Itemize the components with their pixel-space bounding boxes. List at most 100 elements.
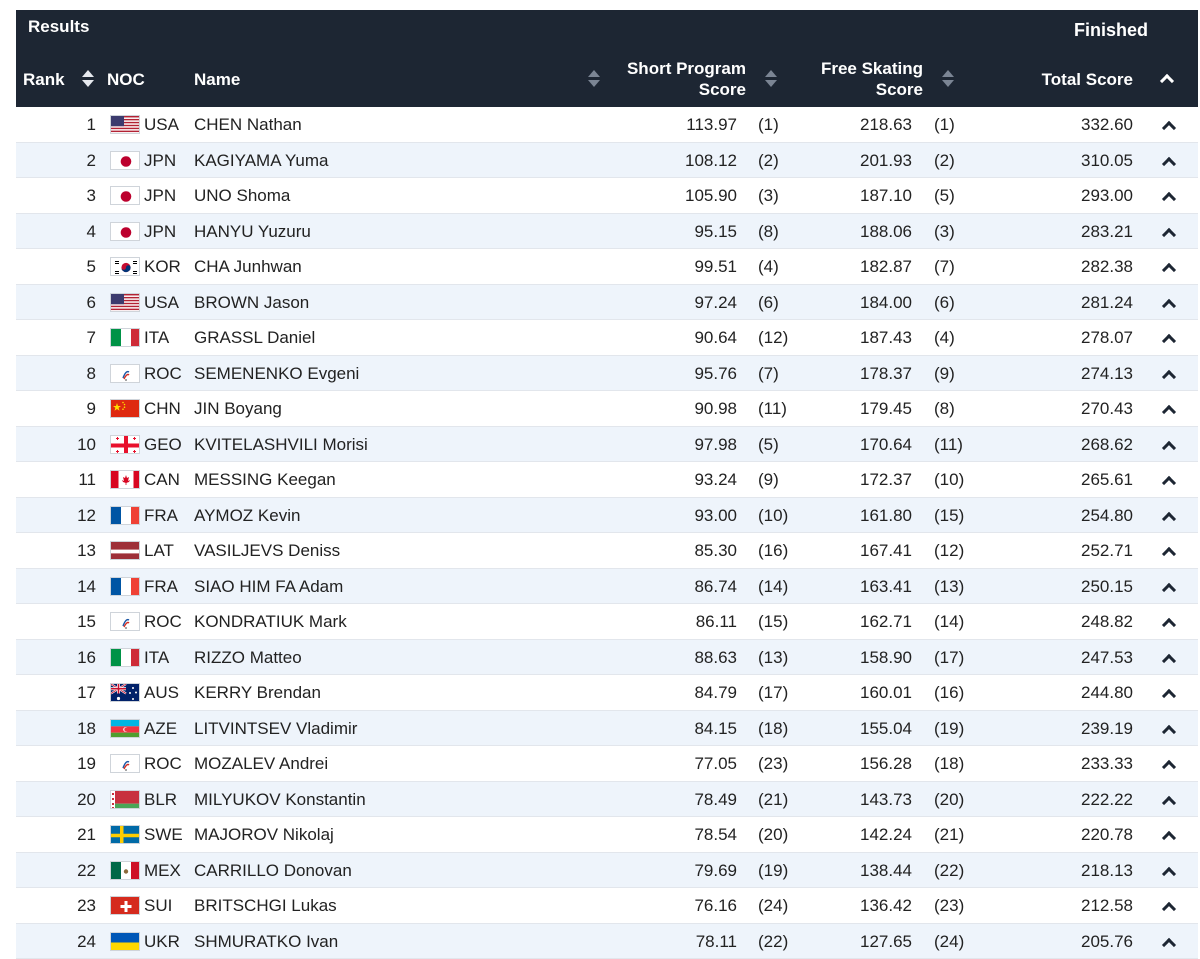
column-header-rank[interactable]: Rank	[23, 69, 65, 90]
athlete-name[interactable]: SHMURATKO Ivan	[194, 932, 338, 951]
expand-chevron-up-icon[interactable]	[1161, 473, 1175, 492]
athlete-name[interactable]: RIZZO Matteo	[194, 648, 302, 667]
rank-cell: 8	[56, 364, 96, 383]
expand-chevron-up-icon[interactable]	[1161, 686, 1175, 705]
column-header-free-skating[interactable]: Free Skating Score	[794, 58, 923, 100]
noc-cell: SUI	[144, 896, 172, 915]
column-header-noc[interactable]: NOC	[107, 69, 145, 90]
expand-chevron-up-icon[interactable]	[1161, 296, 1175, 315]
column-header-name[interactable]: Name	[194, 69, 240, 90]
athlete-name[interactable]: SIAO HIM FA Adam	[194, 577, 343, 596]
rank-cell: 22	[56, 861, 96, 880]
sort-free-skating-icon[interactable]	[941, 68, 955, 95]
rank-cell: 23	[56, 896, 96, 915]
sort-total-chevron-up-icon[interactable]	[1159, 70, 1173, 91]
expand-chevron-up-icon[interactable]	[1161, 509, 1175, 528]
sort-rank-icon[interactable]	[81, 68, 95, 95]
noc-cell: SWE	[144, 825, 183, 844]
athlete-name[interactable]: JIN Boyang	[194, 399, 282, 418]
expand-chevron-up-icon[interactable]	[1161, 118, 1175, 137]
short-program-score: 79.69	[636, 861, 737, 880]
expand-chevron-up-icon[interactable]	[1161, 722, 1175, 741]
athlete-name[interactable]: KONDRATIUK Mark	[194, 612, 347, 631]
expand-chevron-up-icon[interactable]	[1161, 260, 1175, 279]
athlete-name[interactable]: KVITELASHVILI Morisi	[194, 435, 368, 454]
expand-chevron-up-icon[interactable]	[1161, 899, 1175, 918]
expand-chevron-up-icon[interactable]	[1161, 651, 1175, 670]
athlete-name[interactable]: MESSING Keegan	[194, 470, 336, 489]
athlete-name[interactable]: LITVINTSEV Vladimir	[194, 719, 357, 738]
expand-chevron-up-icon[interactable]	[1161, 615, 1175, 634]
athlete-name[interactable]: HANYU Yuzuru	[194, 222, 311, 241]
short-program-score: 113.97	[636, 115, 737, 134]
athlete-name[interactable]: CHEN Nathan	[194, 115, 302, 134]
athlete-name[interactable]: UNO Shoma	[194, 186, 290, 205]
athlete-name[interactable]: MAJOROV Nikolaj	[194, 825, 334, 844]
free-skating-score: 179.45	[806, 399, 912, 418]
free-skating-rank: (19)	[934, 719, 964, 738]
expand-chevron-up-icon[interactable]	[1161, 438, 1175, 457]
athlete-name[interactable]: VASILJEVS Deniss	[194, 541, 340, 560]
expand-chevron-up-icon[interactable]	[1161, 331, 1175, 350]
expand-chevron-up-icon[interactable]	[1161, 793, 1175, 812]
short-program-rank: (12)	[758, 328, 788, 347]
athlete-name[interactable]: GRASSL Daniel	[194, 328, 315, 347]
expand-chevron-up-icon[interactable]	[1161, 864, 1175, 883]
expand-chevron-up-icon[interactable]	[1161, 580, 1175, 599]
free-skating-score: 161.80	[806, 506, 912, 525]
expand-chevron-up-icon[interactable]	[1161, 225, 1175, 244]
total-score: 283.21	[1016, 222, 1133, 241]
athlete-name[interactable]: CHA Junhwan	[194, 257, 302, 276]
expand-chevron-up-icon[interactable]	[1161, 757, 1175, 776]
expand-chevron-up-icon[interactable]	[1161, 935, 1175, 954]
column-header-short-program[interactable]: Short Program Score	[596, 58, 746, 100]
free-skating-rank: (21)	[934, 825, 964, 844]
expand-chevron-up-icon[interactable]	[1161, 828, 1175, 847]
short-program-rank: (2)	[758, 151, 779, 170]
athlete-name[interactable]: MILYUKOV Konstantin	[194, 790, 366, 809]
athlete-name[interactable]: BROWN Jason	[194, 293, 309, 312]
expand-chevron-up-icon[interactable]	[1161, 402, 1175, 421]
athlete-name[interactable]: KAGIYAMA Yuma	[194, 151, 329, 170]
expand-chevron-up-icon[interactable]	[1161, 367, 1175, 386]
free-skating-score: 170.64	[806, 435, 912, 454]
athlete-name[interactable]: MOZALEV Andrei	[194, 754, 328, 773]
expand-chevron-up-icon[interactable]	[1161, 189, 1175, 208]
expand-chevron-up-icon[interactable]	[1161, 154, 1175, 173]
athlete-name[interactable]: BRITSCHGI Lukas	[194, 896, 337, 915]
expand-chevron-up-icon[interactable]	[1161, 544, 1175, 563]
free-skating-rank: (4)	[934, 328, 955, 347]
athlete-name[interactable]: SEMENENKO Evgeni	[194, 364, 359, 383]
athlete-name[interactable]: KERRY Brendan	[194, 683, 321, 702]
sort-short-program-icon[interactable]	[764, 68, 778, 95]
athlete-name[interactable]: CARRILLO Donovan	[194, 861, 352, 880]
column-header-total[interactable]: Total Score	[976, 69, 1133, 90]
free-skating-score: 162.71	[806, 612, 912, 631]
athlete-name[interactable]: AYMOZ Kevin	[194, 506, 300, 525]
noc-cell: JPN	[144, 222, 176, 241]
